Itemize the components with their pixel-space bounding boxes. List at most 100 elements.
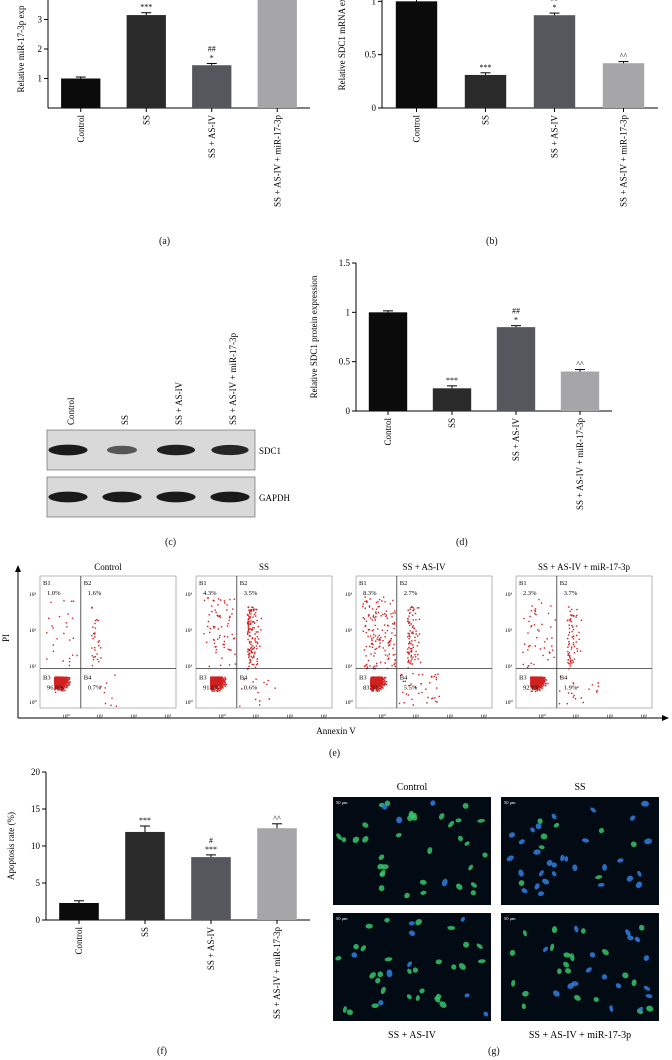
flow-x-tick-label: 10¹ [572,714,580,720]
quadrant-percent: 3.7% [564,590,578,597]
cell-nucleus [622,972,629,979]
micrograph-image [333,913,491,1021]
cell-nucleus [441,878,448,887]
cell-nucleus [360,945,367,952]
cell-nucleus [411,814,418,821]
y-tick-label: 0 [346,406,351,416]
cell-nucleus [381,804,388,810]
quadrant-name: B1 [43,580,51,587]
cell-nucleus [546,860,553,867]
western-blot: Control SS SS + AS-IV SS + AS-IV + miR-17-3… [46,333,291,518]
y-tick-label: 20 [31,767,41,777]
cell-nucleus [365,923,373,929]
significance-mark: ^^ [576,360,584,369]
scale-bar-label: 50 μm [336,916,348,921]
micrograph-title: SS + AS-IV [388,1030,437,1041]
flow-y-tick-label: 10³ [29,592,37,598]
y-tick-label: 1.5 [339,258,351,268]
protein-band [211,444,249,456]
y-axis-label: Relative miR-17-3p exp [16,5,26,92]
flow-events [203,597,276,707]
cell-nucleus [535,823,542,830]
flow-y-tick-label: 10¹ [505,664,513,670]
cell-nucleus [369,972,376,979]
cell-nucleus [551,862,557,868]
cell-nucleus [455,818,462,823]
x-tick-label: Control [74,927,84,955]
protein-band [106,445,138,455]
cell-nucleus [341,837,347,843]
y-axis-label: Apoptosis rate (%) [6,812,16,880]
y-tick-label: 1 [346,307,351,317]
cell-nucleus [574,995,581,1001]
cell-nucleus [530,827,535,833]
cell-nucleus [430,800,436,806]
significance-mark: * [210,53,214,62]
flow-plot-title: Control [94,562,122,572]
cell-nucleus [518,880,525,886]
y-tick-label: 1 [372,0,377,6]
quadrant-percent: 1.6% [88,590,102,597]
x-tick-label: SS [481,115,491,125]
cell-nucleus [386,969,393,978]
x-tick-label: SS + AS-IV [550,115,560,159]
scale-bar-label: 50 μm [504,800,516,805]
flow-x-tick-label: 10¹ [96,714,104,720]
y-tick-label: 0.5 [365,50,377,60]
flow-y-label: PI [1,634,11,642]
cell-nucleus [643,985,651,991]
bar [496,327,536,411]
cell-nucleus [521,1003,526,1010]
y-tick-label: 1 [38,74,43,84]
cell-nucleus [335,955,342,961]
cell-nucleus [407,968,412,975]
bar [61,78,101,108]
x-tick-label: SS + AS-IV + miR-17-3p [619,115,629,207]
cell-nucleus [419,879,427,885]
cell-nucleus [571,981,579,986]
cell-nucleus [476,943,483,949]
protein-band [102,491,142,503]
chart-b: 0 0.5 1 Relative SDC1 mRNA ex Control *** SS *#… [337,0,658,207]
cell-nucleus [457,835,463,842]
quadrant-percent: 0.6% [244,684,258,691]
flow-plot-title: SS + AS-IV + miR-17-3p [538,562,630,572]
cell-nucleus [482,852,488,858]
cell-nucleus [371,1003,379,1008]
quadrant-percent: 83.5% [363,684,380,691]
significance-mark: *** [140,3,152,12]
x-tick-label: SS [141,115,151,125]
bar [432,388,472,411]
cell-nucleus [420,890,427,895]
cell-nucleus [342,1006,347,1013]
quadrant-name: B2 [240,580,248,587]
x-tick-label: SS + AS-IV [511,418,521,462]
arrow-head [15,565,21,572]
cell-nucleus [375,977,381,984]
y-axis-label: Relative SDC1 protein expression [309,275,319,398]
quadrant-name: B3 [199,674,207,681]
cell-nucleus [646,1005,654,1012]
x-tick-label: SS [140,927,150,937]
flow-panel: PI Annexin V Control B1 1.0% B2 1.6% B3 96.6% B4 0… [1,562,669,736]
cell-nucleus [630,841,637,848]
cell-nucleus [553,822,560,828]
cell-nucleus [468,864,474,871]
cell-nucleus [460,916,466,922]
flow-events [362,596,440,706]
cell-nucleus [638,924,645,931]
cell-nucleus [617,858,624,863]
flow-y-tick-label: 10⁰ [345,699,354,706]
quadrant-name: B4 [560,674,568,681]
cell-nucleus [602,864,607,871]
cell-nucleus [521,888,528,894]
lane-label: SS + AS-IV [174,381,184,425]
cell-nucleus [415,918,422,926]
flow-x-tick-label: 10⁰ [538,713,547,720]
flow-y-tick-label: 10² [29,628,37,634]
x-tick-label: SS + AS-IV + miR-17-3p [575,418,585,510]
cell-nucleus [447,925,456,931]
significance-mark: ## [512,307,520,316]
cell-nucleus [551,813,557,820]
cell-nucleus [645,993,653,999]
